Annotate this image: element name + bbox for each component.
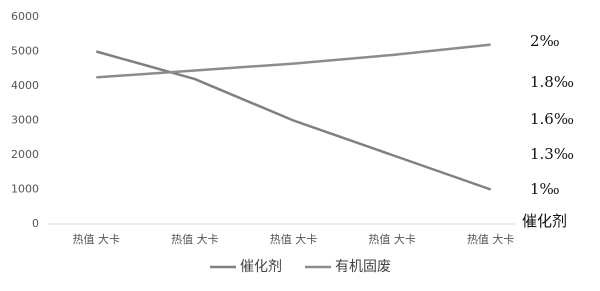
series-line: [95, 50, 492, 191]
right-label: 1.6‰: [530, 110, 574, 128]
y-tick-label: 5000: [11, 45, 39, 58]
x-tick-label: 热值 大卡: [270, 232, 318, 246]
y-tick-label: 0: [32, 217, 39, 230]
series-line: [96, 43, 491, 79]
x-tick-label: 热值 大卡: [467, 232, 515, 246]
y-tick-label: 2000: [11, 148, 39, 161]
y-tick-label: 1000: [11, 183, 39, 196]
right-label: 1‰: [530, 180, 560, 198]
y-tick-label: 6000: [11, 10, 39, 23]
legend-label: 催化剂: [240, 259, 282, 275]
x-tick-label: 热值 大卡: [368, 232, 416, 246]
y-tick-label: 3000: [11, 114, 39, 127]
right-label: 1.3‰: [530, 145, 574, 163]
x-tick-label: 热值 大卡: [171, 232, 219, 246]
right-label: 2‰: [530, 32, 560, 50]
x-tick-label: 热值 大卡: [73, 232, 121, 246]
right-axis-label: 催化剂: [522, 212, 567, 230]
right-label: 1.8‰: [530, 73, 574, 91]
legend-label: 有机固废: [335, 259, 391, 275]
y-tick-label: 4000: [11, 79, 39, 92]
